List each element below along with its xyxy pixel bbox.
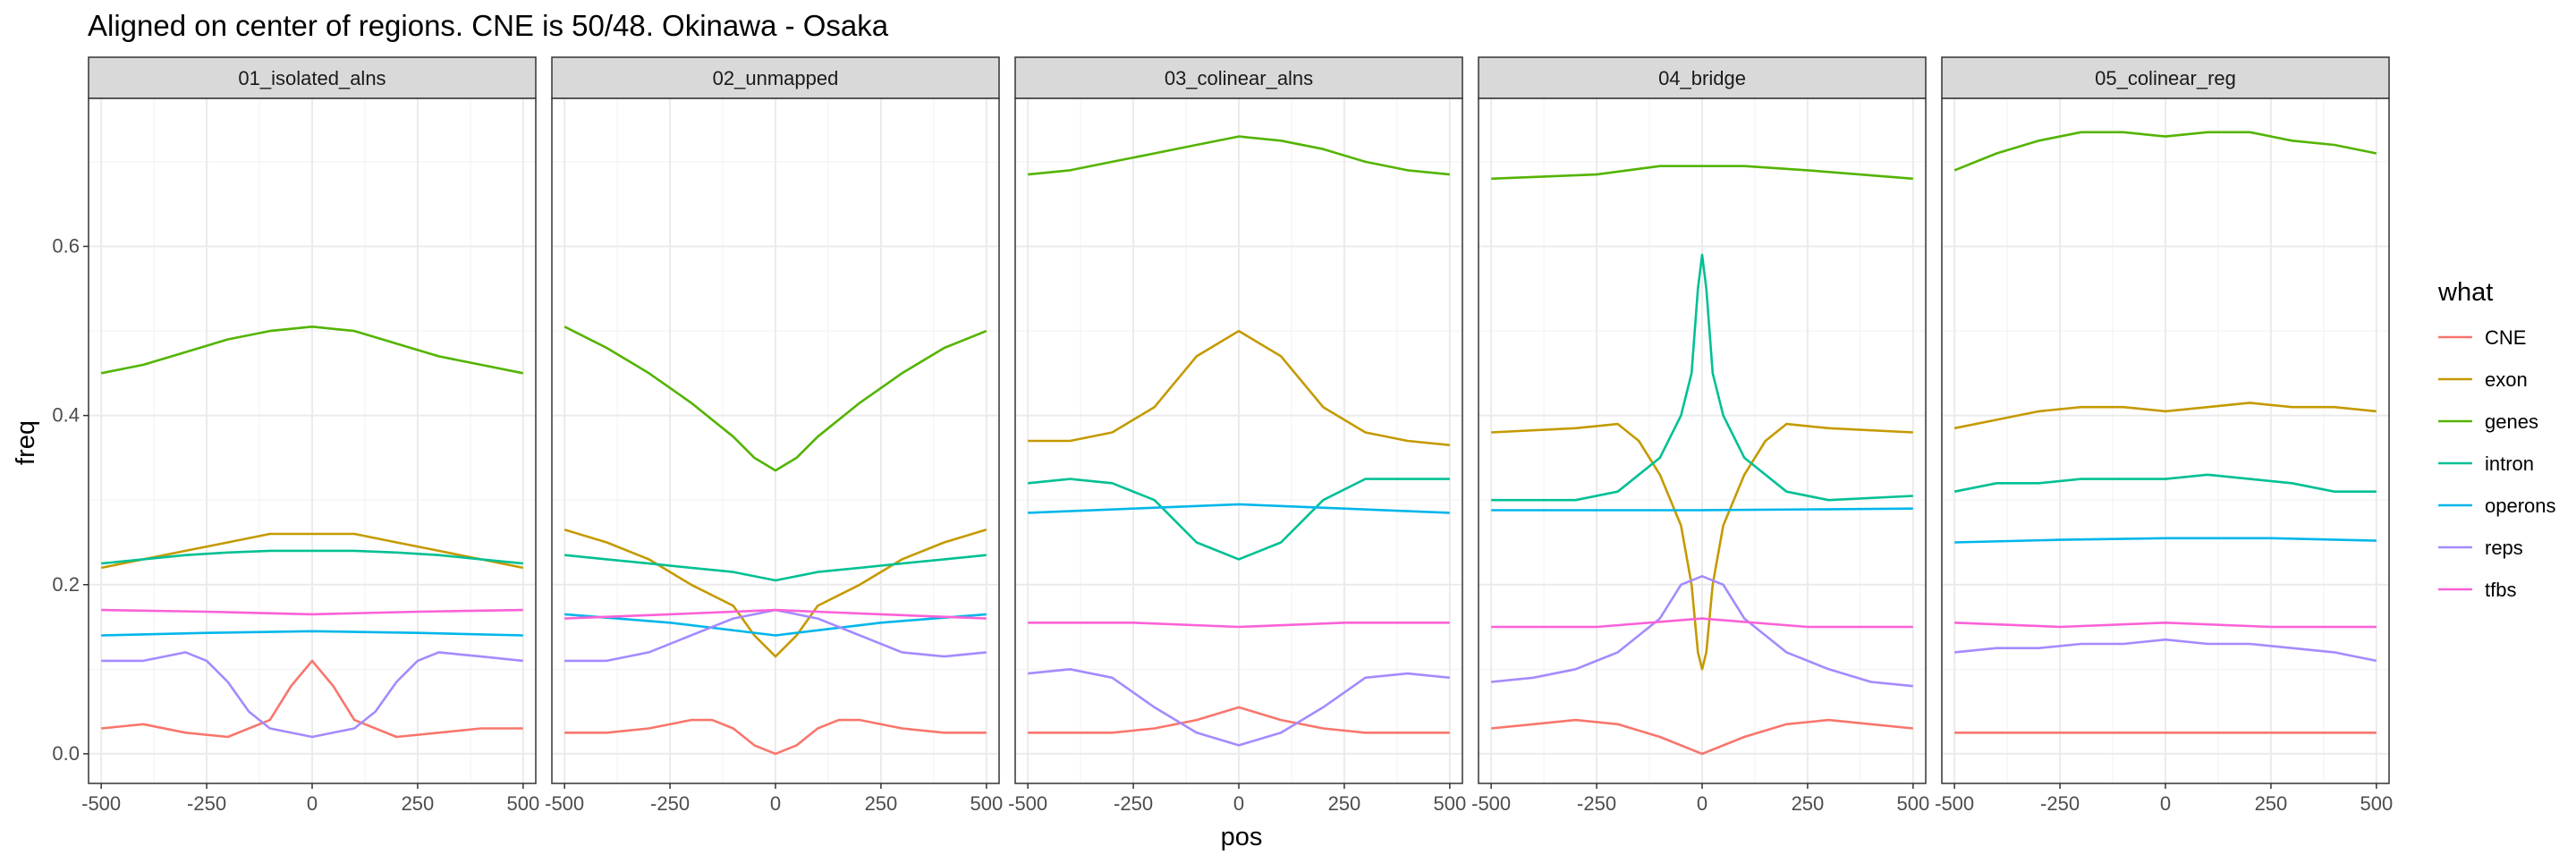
series-line-tfbs <box>1954 622 2377 629</box>
legend-label: reps <box>2485 537 2523 559</box>
x-tick-label: -500 <box>545 792 584 815</box>
series-line-operons <box>1028 503 1450 514</box>
facet-strip <box>88 56 537 99</box>
facet-panel: 01_isolated_alns -500 -250 0 250 500 <box>81 56 539 815</box>
legend-item: intron <box>2438 453 2534 475</box>
x-tick-label: 250 <box>2255 792 2288 815</box>
series-line-operons <box>1491 507 1913 512</box>
series-line-exon <box>564 529 987 658</box>
facet-panel: 02_unmapped -500 -250 0 250 500 <box>545 56 1003 815</box>
y-axis-label: freq <box>12 420 40 465</box>
series-line-reps <box>1028 668 1450 747</box>
legend-label: exon <box>2485 368 2528 391</box>
y-tick-label: 0.0 <box>52 742 80 765</box>
x-tick-label: -250 <box>187 792 226 815</box>
x-tick-label: 250 <box>865 792 898 815</box>
x-tick-label: -250 <box>2040 792 2080 815</box>
series-line-tfbs <box>1028 622 1450 629</box>
series-line-reps <box>101 651 523 739</box>
legend-item: reps <box>2438 537 2523 559</box>
series-line-operons <box>564 613 987 637</box>
series-line-tfbs <box>101 608 523 616</box>
legend-title: what <box>2437 278 2493 307</box>
x-tick-label: 250 <box>1792 792 1825 815</box>
series-line-exon <box>100 532 524 570</box>
series-line-operons <box>1954 537 2377 544</box>
series-line-cne <box>101 659 523 739</box>
legend-item: operons <box>2438 495 2556 517</box>
y-tick-label: 0.6 <box>52 234 80 257</box>
series-line-cne <box>1491 718 1913 756</box>
facet-strip <box>1478 56 1927 99</box>
x-axis-label: pos <box>1221 823 1263 851</box>
facet-panel: 03_colinear_alns -500 -250 0 250 500 <box>1008 56 1466 815</box>
facet-strip-label: 02_unmapped <box>713 67 839 89</box>
series-line-reps <box>1954 638 2377 663</box>
facet-panel: 04_bridge -500 -250 0 250 500 <box>1471 56 1929 815</box>
x-tick-label: 500 <box>1433 792 1466 815</box>
series-line-genes <box>1953 131 2377 172</box>
series-line-intron <box>1028 478 1450 561</box>
legend-label: intron <box>2485 453 2534 475</box>
series-line-intron <box>101 549 523 565</box>
x-tick-label: -500 <box>1935 792 1974 815</box>
x-tick-label: -250 <box>1577 792 1616 815</box>
series-line-tfbs <box>1491 617 1913 629</box>
series-line-intron <box>1491 253 1913 502</box>
x-tick-label: 0 <box>2160 792 2171 815</box>
x-tick-label: -500 <box>1008 792 1047 815</box>
x-tick-label: 0 <box>307 792 318 815</box>
legend-item: CNE <box>2438 326 2526 349</box>
x-tick-label: -500 <box>81 792 121 815</box>
legend: CNE exon genes intron operons reps tfbs <box>2438 326 2556 601</box>
series-line-genes <box>100 326 524 375</box>
series-line-exon <box>1953 402 2377 430</box>
legend-item: genes <box>2438 410 2538 433</box>
x-tick-label: -250 <box>1114 792 1153 815</box>
series-line-genes <box>564 326 987 472</box>
panels-layer: 0.0 0.2 0.4 0.6 01_isolated_alns -500 -250 0 250… <box>52 56 2393 815</box>
legend-label: genes <box>2485 410 2538 433</box>
series-line-operons <box>101 630 523 637</box>
x-tick-label: 0 <box>770 792 781 815</box>
series-line-intron <box>1953 473 2377 493</box>
y-tick-label: 0.4 <box>52 404 80 427</box>
legend-label: operons <box>2485 495 2556 517</box>
legend-label: tfbs <box>2485 579 2516 601</box>
facet-strip-label: 03_colinear_alns <box>1165 67 1313 89</box>
facet-strip-label: 05_colinear_reg <box>2095 67 2236 89</box>
facet-panel: 05_colinear_reg -500 -250 0 250 500 <box>1935 56 2393 815</box>
legend-label: CNE <box>2485 326 2526 349</box>
chart-title: Aligned on center of regions. CNE is 50/… <box>88 9 889 42</box>
x-tick-label: 500 <box>506 792 539 815</box>
facet-strip-label: 01_isolated_alns <box>238 67 386 89</box>
series-line-tfbs <box>564 608 987 620</box>
x-tick-label: 250 <box>1328 792 1361 815</box>
x-tick-label: -500 <box>1471 792 1511 815</box>
x-tick-label: -250 <box>650 792 690 815</box>
series-line-intron <box>564 554 987 582</box>
series-line-genes <box>1028 135 1450 176</box>
x-tick-label: 250 <box>402 792 435 815</box>
series-line-reps <box>1491 575 1913 688</box>
series-line-exon <box>1491 422 1913 671</box>
x-tick-label: 0 <box>1697 792 1707 815</box>
legend-item: exon <box>2438 368 2528 391</box>
series-line-cne <box>1028 706 1450 734</box>
x-tick-label: 500 <box>1896 792 1929 815</box>
series-line-genes <box>1491 165 1913 181</box>
facet-strip-label: 04_bridge <box>1658 67 1746 89</box>
series-line-cne <box>564 718 987 756</box>
legend-item: tfbs <box>2438 579 2516 601</box>
x-tick-label: 0 <box>1233 792 1244 815</box>
x-tick-label: 500 <box>970 792 1003 815</box>
x-tick-label: 500 <box>2360 792 2393 815</box>
y-tick-label: 0.2 <box>52 573 80 596</box>
facet-strip <box>1941 56 2390 99</box>
series-line-exon <box>1028 329 1450 446</box>
